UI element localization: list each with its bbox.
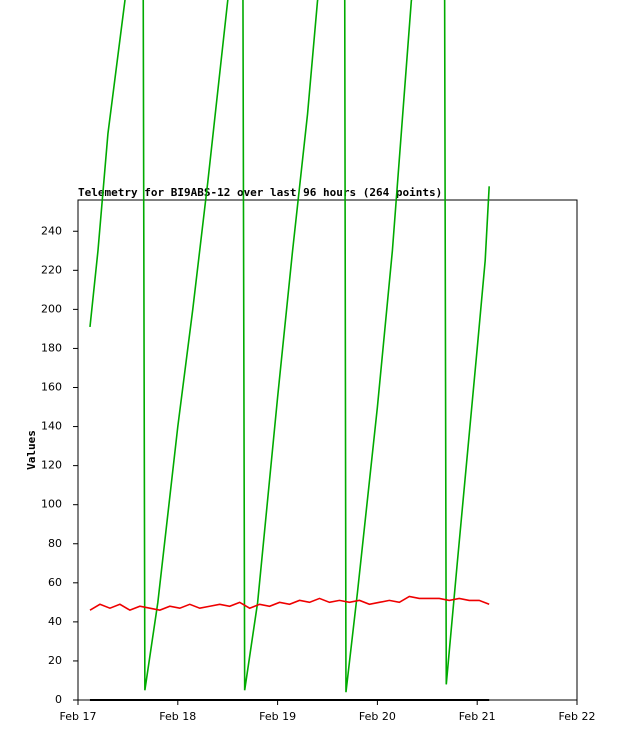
y-tick-label: 100	[41, 498, 62, 511]
y-tick-label: 80	[48, 537, 62, 550]
x-tick-label: Feb 19	[259, 710, 296, 723]
chart-title: Telemetry for BI9ABS-12 over last 96 hou…	[78, 186, 442, 199]
y-tick-label: 240	[41, 224, 62, 237]
y-tick-label: 180	[41, 341, 62, 354]
y-tick-label: 200	[41, 302, 62, 315]
y-tick-label: 40	[48, 615, 62, 628]
y-tick-label: 120	[41, 459, 62, 472]
series-line	[89, 595, 490, 612]
y-tick-label: 0	[55, 693, 62, 706]
x-tick-label: Feb 22	[559, 710, 596, 723]
y-tick-label: 60	[48, 576, 62, 589]
y-tick-label: 220	[41, 263, 62, 276]
plot-frame	[77, 199, 578, 701]
x-tick-label: Feb 21	[459, 710, 496, 723]
series-line	[89, 0, 490, 693]
x-tick-label: Feb 20	[359, 710, 396, 723]
y-tick-label: 140	[41, 420, 62, 433]
y-tick-label: 20	[48, 654, 62, 667]
x-tick-label: Feb 17	[60, 710, 97, 723]
y-axis-label: Values	[25, 430, 38, 470]
x-tick-label: Feb 18	[159, 710, 196, 723]
y-tick-label: 160	[41, 381, 62, 394]
